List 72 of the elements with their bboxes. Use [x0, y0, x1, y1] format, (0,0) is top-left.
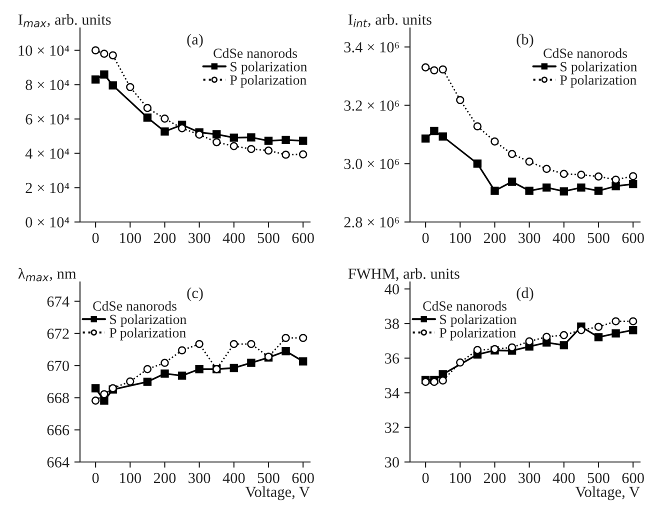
legend-title: CdSe nanorods [93, 300, 176, 311]
y-tick-label: 0 × 10⁴ [26, 217, 70, 228]
y-tick-label: 36 [385, 353, 400, 364]
x-tick-label: 500 [588, 472, 610, 484]
x-tick-label: 600 [622, 472, 644, 484]
legend-label: S polarization [110, 314, 186, 327]
x-tick-label: 400 [222, 472, 245, 484]
x-tick-label: 400 [222, 232, 245, 244]
x-tick-label: 500 [588, 232, 610, 244]
x-tick-label: 300 [518, 472, 540, 484]
x-tick-label: 300 [188, 472, 210, 484]
x-tick-label: 200 [484, 472, 506, 484]
y-tick-label: 2.8 × 10⁶ [344, 217, 399, 228]
y-tick-label: 672 [47, 328, 69, 339]
y-tick-label: 666 [47, 425, 70, 436]
y-axis-title: FWHM, arb. units [348, 268, 460, 282]
x-tick-label: 200 [154, 472, 176, 484]
annotation: (a) [187, 34, 203, 48]
y-tick-label: 3.0 × 10⁶ [344, 158, 399, 170]
legend-title: CdSe nanorods [544, 48, 628, 58]
y-tick-label: 670 [47, 360, 69, 372]
y-tick-label: 40 [384, 284, 399, 294]
legend-label: P polarization [440, 328, 516, 340]
y-tick-label: 38 [385, 318, 399, 329]
y-axis-title: I$_{max}$, arb. units [18, 14, 111, 28]
y-tick-label: 668 [47, 392, 69, 404]
x-tick-label: 100 [450, 472, 472, 484]
x-tick-label: 100 [450, 232, 472, 244]
legend-label: P polarization [560, 74, 636, 88]
x-tick-label: 500 [258, 232, 280, 244]
legend-label: P polarization [110, 328, 186, 340]
y-axis-title: λ$_{max}$, nm [18, 268, 76, 282]
y-tick-label: 3.4 × 10⁶ [344, 42, 399, 52]
legend-label: S polarization [230, 62, 308, 74]
x-tick-label: 500 [258, 472, 280, 484]
x-tick-label: 100 [120, 232, 142, 244]
x-tick-label: 400 [552, 472, 575, 484]
annotation: (c) [187, 287, 203, 302]
y-tick-label: 6 × 10⁴ [26, 114, 70, 124]
x-tick-label: 300 [518, 232, 540, 244]
y-tick-label: 4 × 10⁴ [25, 148, 70, 159]
y-tick-label: 2 × 10⁴ [26, 182, 70, 194]
y-tick-label: 3.2 × 10⁶ [344, 100, 399, 111]
annotation: (d) [516, 287, 534, 302]
x-tick-label: 0 [92, 472, 99, 484]
x-axis-title: Voltage, V [245, 486, 310, 500]
y-tick-label: 10 × 10⁴ [18, 45, 70, 56]
x-axis-title: Voltage, V [575, 486, 640, 500]
x-tick-label: 0 [422, 472, 429, 484]
y-tick-label: 30 [385, 457, 399, 468]
x-tick-label: 200 [154, 232, 176, 244]
x-tick-label: 400 [552, 232, 575, 244]
legend-label: P polarization [230, 74, 306, 88]
annotation: (b) [516, 34, 534, 48]
x-tick-label: 100 [120, 472, 142, 484]
x-tick-label: 0 [92, 232, 99, 244]
y-tick-label: 674 [47, 296, 70, 307]
y-tick-label: 32 [385, 422, 399, 433]
x-tick-label: 200 [484, 232, 506, 244]
legend-label: S polarization [560, 62, 638, 74]
y-tick-label: 34 [385, 388, 400, 398]
x-tick-label: 0 [422, 232, 429, 244]
y-axis-title: I$_{int}$, arb. units [348, 14, 432, 28]
x-tick-label: 600 [622, 232, 644, 244]
x-tick-label: 300 [188, 232, 210, 244]
legend-title: CdSe nanorods [423, 300, 506, 311]
y-tick-label: 8 × 10⁴ [26, 80, 70, 90]
legend-label: S polarization [440, 314, 516, 327]
legend-title: CdSe nanorods [214, 48, 298, 58]
x-tick-label: 600 [292, 232, 314, 244]
y-tick-label: 664 [47, 457, 70, 468]
x-tick-label: 600 [292, 472, 314, 484]
